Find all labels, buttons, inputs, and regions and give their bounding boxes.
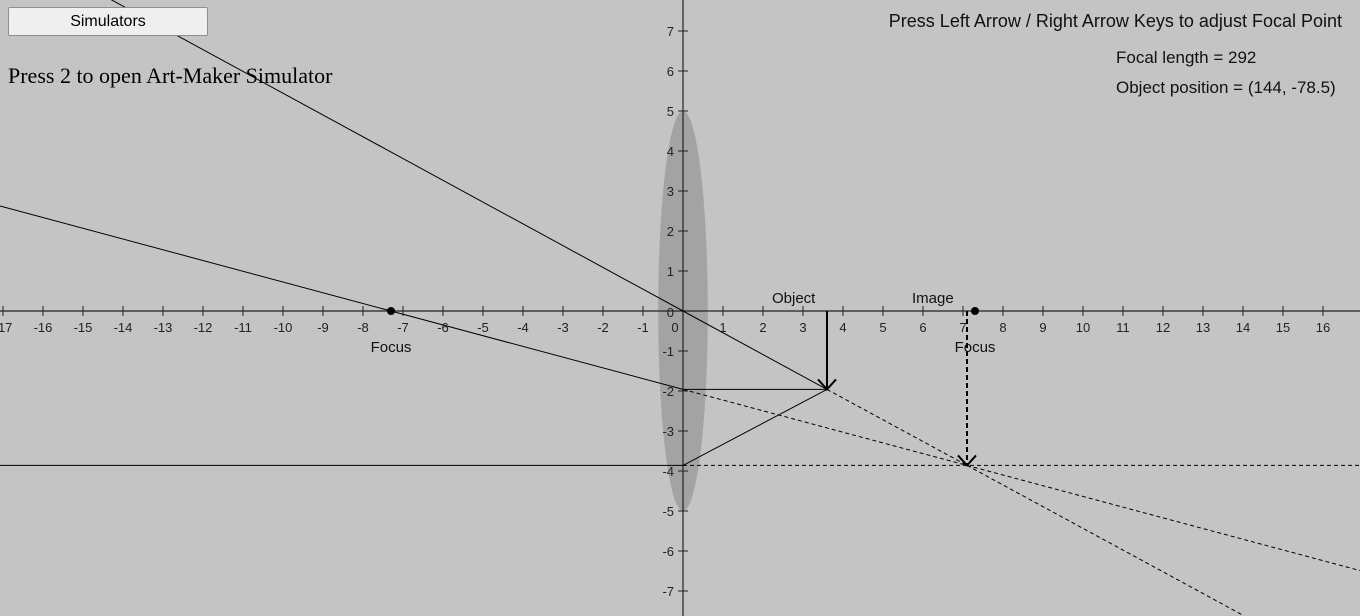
x-tick-label: -16 [34,320,53,335]
image-label: Image [912,290,954,307]
x-tick-label: -11 [234,320,252,335]
x-tick-label: 16 [1316,320,1330,335]
x-tick-label: 4 [839,320,846,335]
x-tick-label: -1 [637,320,649,335]
x-tick-label: 15 [1276,320,1290,335]
x-tick-label: -17 [0,320,12,335]
x-tick-label: -3 [557,320,569,335]
x-tick-label: -15 [74,320,93,335]
ray-center-virtual-ext [967,465,1242,614]
focus-right-label: Focus [955,339,996,356]
ray-center-incoming [0,0,683,311]
y-tick-label: -4 [662,464,674,479]
x-tick-label: 5 [879,320,886,335]
focus-left-label: Focus [371,339,412,356]
x-tick-label: 6 [919,320,926,335]
x-tick-label: -5 [477,320,489,335]
y-tick-label: 1 [667,264,674,279]
object-position-readout: Object position = (144, -78.5) [1116,78,1336,98]
x-tick-label: 12 [1156,320,1170,335]
ray-center-virtual [827,389,967,465]
x-tick-label: 14 [1236,320,1250,335]
x-tick-label: -8 [357,320,369,335]
y-tick-label: 0 [667,305,674,320]
y-tick-label: -1 [662,344,674,359]
y-tick-label: 6 [667,64,674,79]
x-tick-label: -4 [517,320,529,335]
y-tick-label: -3 [662,424,674,439]
y-tick-label: 3 [667,184,674,199]
x-tick-label: 13 [1196,320,1210,335]
x-tick-label: 11 [1116,320,1130,335]
x-tick-label: -10 [274,320,293,335]
y-tick-label: 2 [667,224,674,239]
x-tick-label: -9 [317,320,329,335]
x-tick-label: 9 [1039,320,1046,335]
x-tick-label: -6 [437,320,449,335]
x-tick-label: -12 [194,320,213,335]
x-tick-label: -2 [597,320,609,335]
x-tick-label: 2 [759,320,766,335]
y-tick-label: 4 [667,144,674,159]
ray-parallel-far [0,206,391,311]
y-tick-label: 7 [667,24,674,39]
x-tick-label: 7 [959,320,966,335]
ray-parallel-virtual [683,389,1360,570]
y-tick-label: -5 [662,504,674,519]
focus-left-dot [387,307,395,315]
x-tick-label: -14 [114,320,133,335]
focal-length-readout: Focal length = 292 [1116,48,1256,68]
x-tick-label: 10 [1076,320,1090,335]
y-tick-label: 5 [667,104,674,119]
x-tick-label: -7 [397,320,409,335]
y-tick-label: -7 [662,584,674,599]
instructions-text: Press Left Arrow / Right Arrow Keys to a… [889,11,1342,32]
x-tick-label: 0 [671,320,678,335]
x-tick-label: 8 [999,320,1006,335]
object-label: Object [772,290,816,307]
x-tick-label: 3 [799,320,806,335]
simulators-button[interactable]: Simulators [8,7,208,36]
focus-right-dot [971,307,979,315]
y-tick-label: -6 [662,544,674,559]
art-maker-hint: Press 2 to open Art-Maker Simulator [8,63,332,89]
x-tick-label: -13 [154,320,173,335]
